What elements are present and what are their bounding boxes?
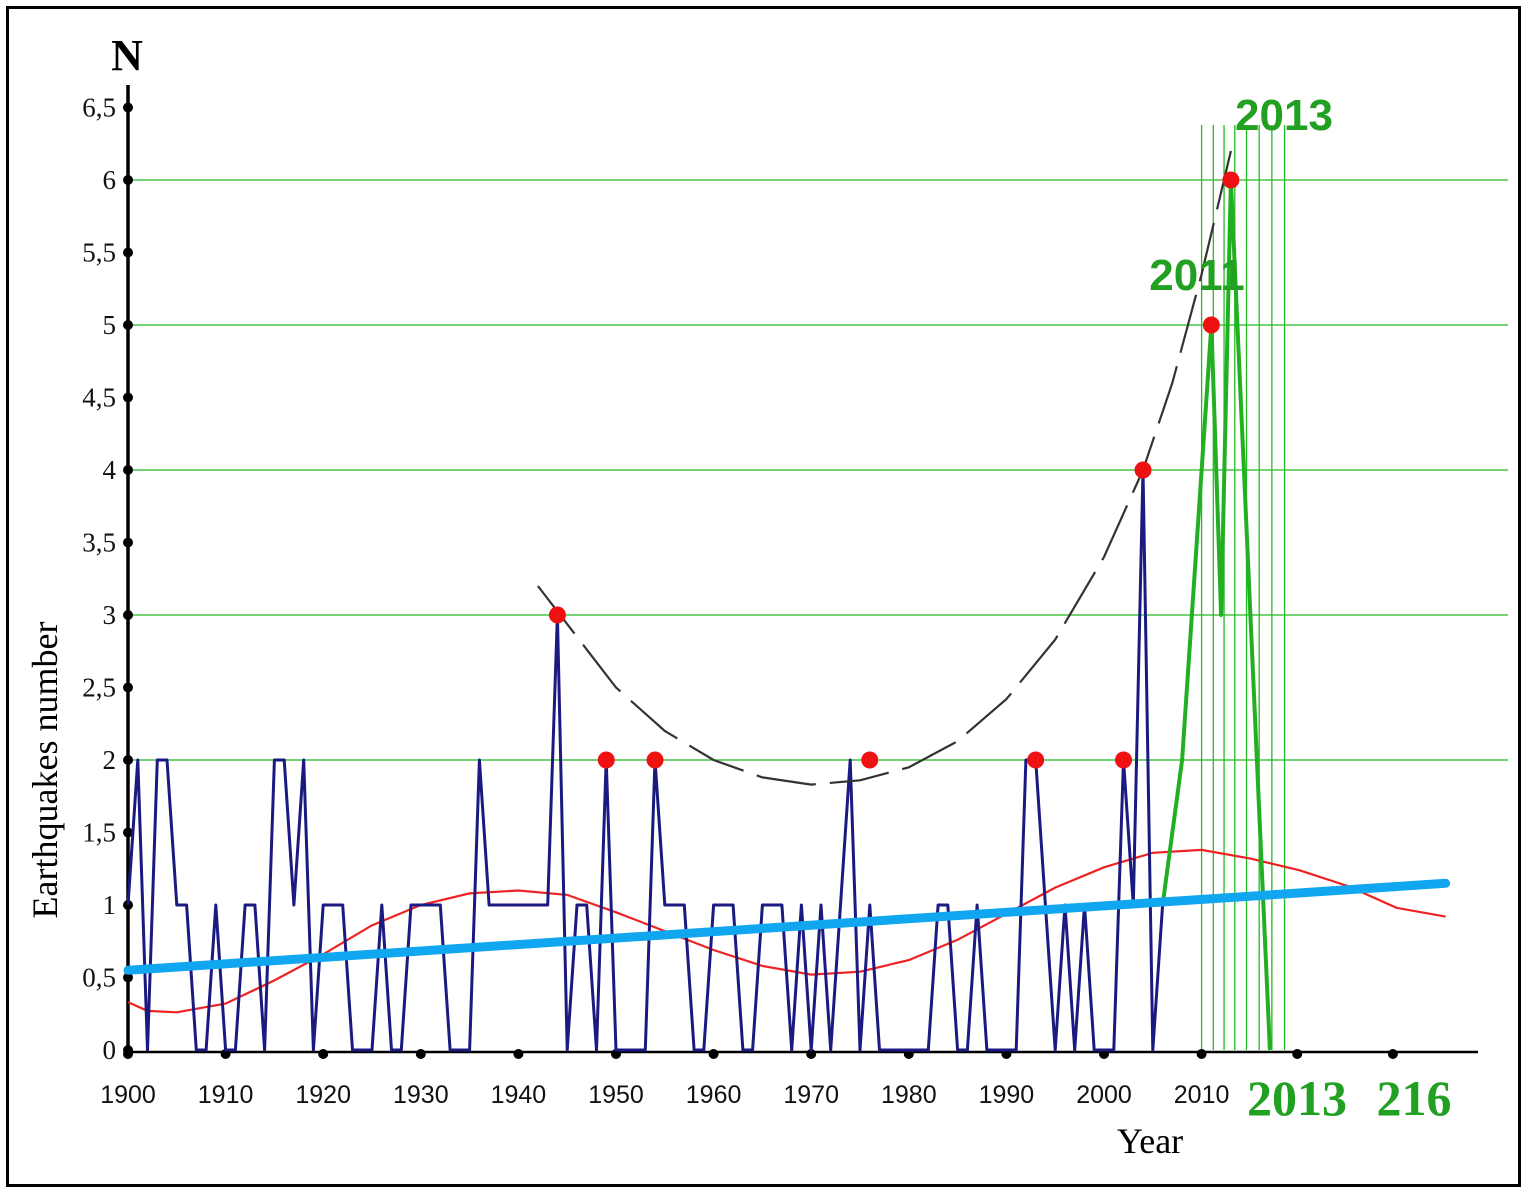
x-tick-label: 1970 bbox=[783, 1081, 839, 1109]
x-tick-label: 1920 bbox=[295, 1081, 351, 1109]
series-line-red bbox=[127, 848, 1446, 1014]
x-tick-label: 2000 bbox=[1076, 1081, 1132, 1109]
y-tick-label: 6 bbox=[103, 165, 117, 195]
y-tick-label: 3,5 bbox=[82, 528, 116, 558]
y-tick-dot bbox=[123, 682, 133, 693]
y-tick-dot bbox=[123, 537, 133, 548]
y-axis-title: Earthquakes number bbox=[25, 622, 65, 919]
x-tick-label: 1980 bbox=[881, 1081, 937, 1109]
y-tick-dot bbox=[123, 755, 133, 765]
x-tick-label: 1950 bbox=[588, 1081, 644, 1109]
y-tick-label: 0 bbox=[103, 1035, 117, 1065]
x-tick-dot bbox=[1387, 1049, 1398, 1059]
series-line-trend-dashed bbox=[537, 150, 1232, 786]
x-tick-dot bbox=[415, 1049, 426, 1059]
series-line-linear-trend bbox=[123, 878, 1451, 975]
peak-annotation: 2011 bbox=[1149, 251, 1244, 300]
x-tick-label: 1930 bbox=[393, 1081, 449, 1109]
x-tick-label: 1990 bbox=[979, 1081, 1035, 1109]
x-tick-label: 2010 bbox=[1174, 1081, 1230, 1109]
y-axis-symbol: N bbox=[111, 31, 143, 80]
peak-marker bbox=[1222, 171, 1240, 189]
y-tick-dot bbox=[123, 827, 133, 838]
x-tick-label: 1940 bbox=[491, 1081, 547, 1109]
x-axis-title: Year bbox=[1117, 1121, 1183, 1161]
x-tick-dot bbox=[123, 1049, 133, 1059]
x-tick-dot bbox=[513, 1049, 524, 1059]
peak-marker bbox=[861, 751, 879, 769]
y-tick-dot bbox=[123, 392, 133, 403]
peak-marker bbox=[1027, 751, 1045, 769]
peak-marker bbox=[1202, 316, 1220, 334]
y-tick-dot bbox=[123, 320, 133, 330]
forecast-year-label: 216 bbox=[1377, 1070, 1452, 1126]
x-tick-dot bbox=[1196, 1049, 1207, 1059]
peak-annotation: 2013 bbox=[1235, 91, 1333, 140]
y-tick-dot bbox=[123, 972, 133, 983]
peak-marker bbox=[1115, 751, 1133, 769]
y-tick-dot bbox=[123, 175, 133, 185]
y-tick-label: 4 bbox=[103, 455, 117, 485]
peak-marker bbox=[597, 751, 615, 769]
y-tick-label: 5,5 bbox=[82, 238, 116, 268]
y-tick-dot bbox=[123, 247, 133, 258]
x-tick-label: 1960 bbox=[686, 1081, 742, 1109]
series-line-observed bbox=[126, 468, 1165, 1052]
y-tick-label: 4,5 bbox=[82, 383, 116, 413]
x-tick-dot bbox=[1292, 1049, 1303, 1059]
y-tick-label: 3 bbox=[103, 600, 117, 630]
x-tick-label: 1910 bbox=[198, 1081, 254, 1109]
x-tick-dot bbox=[806, 1049, 817, 1059]
x-tick-dot bbox=[708, 1049, 719, 1059]
y-tick-label: 1 bbox=[103, 890, 117, 920]
y-tick-dot bbox=[123, 102, 133, 113]
y-tick-label: 6,5 bbox=[82, 93, 116, 123]
y-tick-dot bbox=[123, 610, 133, 620]
x-tick-label: 1900 bbox=[100, 1081, 156, 1109]
peak-marker bbox=[548, 606, 566, 624]
y-tick-label: 2 bbox=[103, 745, 117, 775]
forecast-year-label: 2013 bbox=[1247, 1070, 1347, 1126]
series-line-forecast bbox=[1160, 178, 1272, 1051]
y-tick-label: 0,5 bbox=[82, 963, 116, 993]
y-tick-label: 2,5 bbox=[82, 673, 116, 703]
y-tick-label: 5 bbox=[103, 310, 117, 340]
x-tick-dot bbox=[318, 1049, 329, 1059]
peak-marker bbox=[646, 751, 664, 769]
y-tick-dot bbox=[123, 465, 133, 475]
y-tick-label: 1,5 bbox=[82, 818, 116, 848]
peak-marker bbox=[1134, 461, 1152, 479]
